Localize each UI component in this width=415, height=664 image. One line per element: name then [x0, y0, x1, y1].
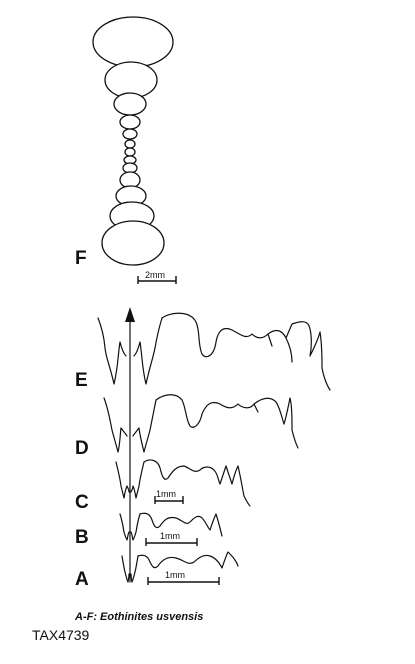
- growth-arrow: [125, 307, 135, 583]
- suture-line-A: [121, 551, 239, 583]
- scale-bar-F: [137, 276, 177, 284]
- suture-line-C: [115, 459, 251, 507]
- specimen-id: TAX4739: [32, 627, 90, 643]
- whorl-cross-section: [92, 16, 174, 266]
- suture-line-E: [97, 312, 331, 391]
- label-A: A: [75, 569, 89, 590]
- scale-label-F: 2mm: [145, 270, 165, 280]
- label-D: D: [75, 438, 89, 459]
- suture-line-D: [103, 394, 299, 453]
- scale-bar-A: [147, 577, 220, 585]
- label-B: B: [75, 527, 89, 548]
- figure-caption: A-F: Eothinites usvensis: [74, 611, 203, 623]
- label-E: E: [75, 370, 88, 391]
- scale-label-C: 1mm: [156, 489, 176, 499]
- scale-label-B: 1mm: [160, 531, 180, 541]
- label-C: C: [75, 492, 89, 513]
- scale-bar-C: [154, 496, 184, 504]
- label-F: F: [75, 248, 87, 269]
- scale-label-A: 1mm: [165, 570, 185, 580]
- suture-line-B: [119, 512, 223, 541]
- scale-bar-B: [145, 538, 198, 546]
